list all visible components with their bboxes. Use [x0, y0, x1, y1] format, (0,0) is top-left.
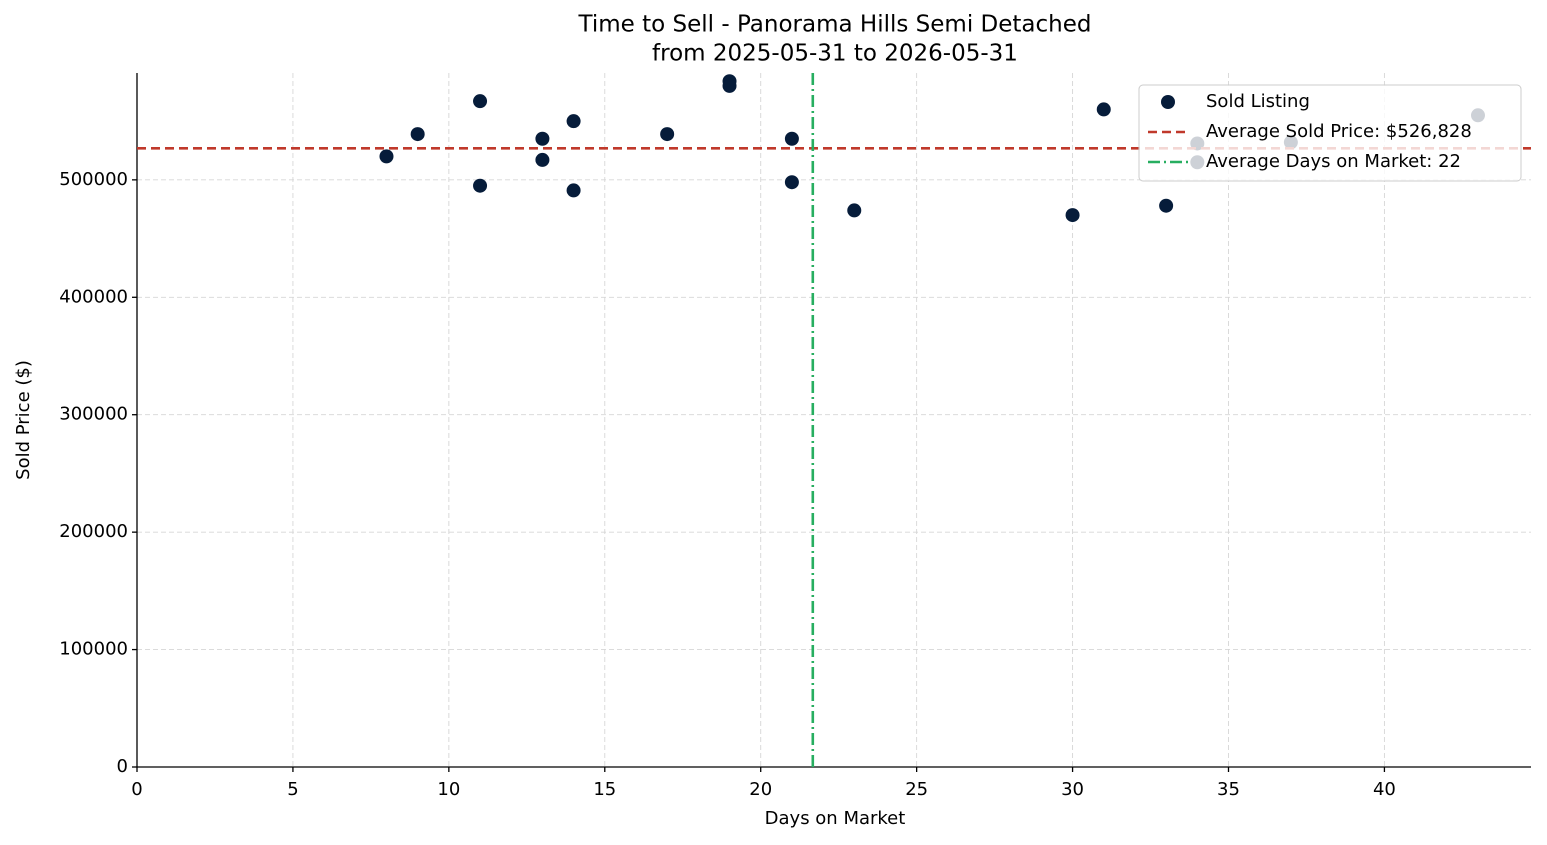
point [379, 149, 394, 164]
x-tick-label: 40 [1373, 779, 1396, 800]
y-tick-label: 100000 [59, 639, 128, 660]
legend-marker [1161, 95, 1175, 109]
x-tick-label: 10 [437, 779, 460, 800]
chart-title: Time to Sell - Panorama Hills Semi Detac… [578, 12, 1092, 38]
y-tick-label: 400000 [59, 286, 128, 307]
legend-box [1138, 84, 1522, 182]
point [660, 127, 675, 142]
point [722, 78, 737, 93]
x-axis-label: Days on Market [765, 808, 906, 829]
y-tick-label: 300000 [59, 404, 128, 425]
point [410, 127, 425, 142]
y-tick-label: 0 [117, 756, 128, 777]
point [1065, 208, 1080, 223]
point [566, 114, 581, 129]
chart-subtitle: from 2025-05-31 to 2026-05-31 [652, 41, 1018, 67]
x-tick-label: 15 [593, 779, 616, 800]
point [847, 203, 862, 218]
x-tick-label: 20 [749, 779, 772, 800]
y-tick-label: 500000 [59, 169, 128, 190]
x-tick-label: 25 [905, 779, 928, 800]
y-axis-label: Sold Price ($) [13, 360, 34, 480]
legend-label: Sold Listing [1206, 91, 1310, 112]
x-tick-label: 5 [287, 779, 298, 800]
point [566, 183, 581, 198]
point [473, 178, 488, 193]
point [535, 131, 550, 146]
point [1096, 102, 1111, 117]
point [784, 175, 799, 190]
point [535, 152, 550, 167]
point [1159, 198, 1174, 213]
point [784, 131, 799, 146]
x-tick-label: 30 [1061, 779, 1084, 800]
x-tick-label: 0 [131, 779, 142, 800]
point [473, 94, 488, 109]
legend-label: Average Sold Price: $526,828 [1206, 121, 1472, 142]
x-tick-label: 35 [1217, 779, 1240, 800]
legend-label: Average Days on Market: 22 [1206, 151, 1461, 172]
y-tick-label: 200000 [59, 521, 128, 542]
